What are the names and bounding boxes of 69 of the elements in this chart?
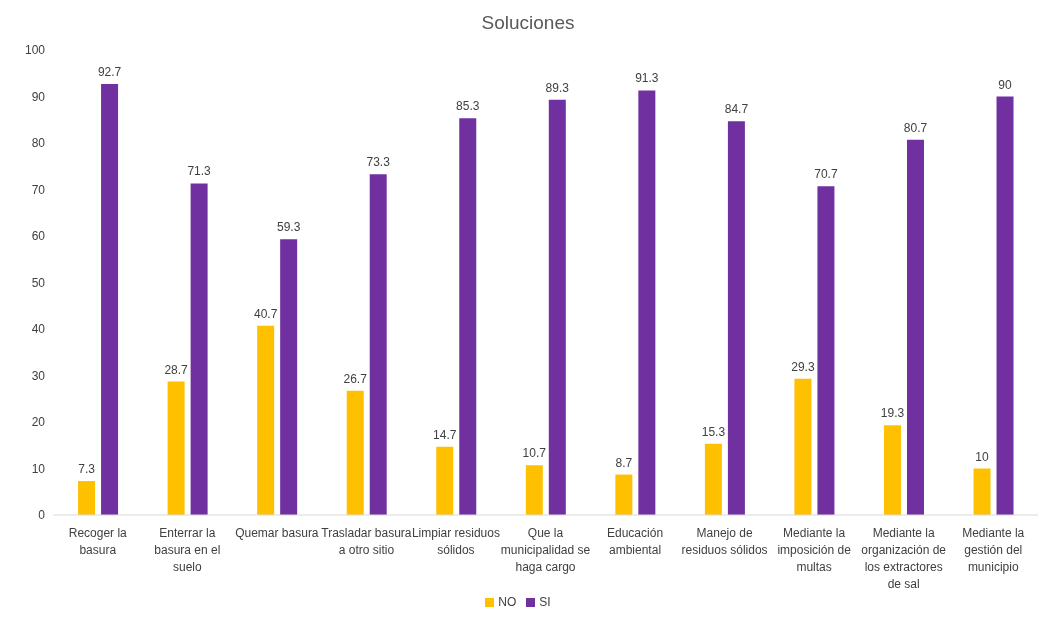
x-tick-label: Mediante la imposición de multas <box>777 526 852 574</box>
y-tick-label: 80 <box>31 136 46 151</box>
bar <box>996 96 1014 515</box>
bar <box>817 186 835 515</box>
y-tick-label: 40 <box>31 322 46 337</box>
x-tick-label: Que la municipalidad se haga cargo <box>500 526 591 574</box>
data-label: 15.3 <box>701 424 726 439</box>
data-label: 28.7 <box>164 362 189 377</box>
x-tick-label: Manejo de residuos sólidos <box>681 526 768 557</box>
data-label: 73.3 <box>366 155 391 170</box>
bar <box>190 183 208 515</box>
y-tick-label: 50 <box>31 275 46 290</box>
y-tick-label: 30 <box>31 368 46 383</box>
legend-label: SI <box>539 595 551 609</box>
y-tick-label: 70 <box>31 182 46 197</box>
data-label: 40.7 <box>253 306 278 321</box>
data-label: 29.3 <box>791 359 815 374</box>
x-tick-label: Educación ambiental <box>607 526 664 557</box>
data-label: 14.7 <box>433 427 457 442</box>
data-label: 26.7 <box>343 371 368 386</box>
data-label: 70.7 <box>814 167 838 182</box>
data-label: 85.3 <box>456 99 480 114</box>
data-label: 84.7 <box>724 102 749 117</box>
x-tick-label: Enterrar la basura en el suelo <box>154 526 221 574</box>
bar <box>704 443 722 515</box>
data-label: 19.3 <box>880 406 905 421</box>
bar <box>794 378 812 515</box>
bar <box>883 425 901 515</box>
bar <box>525 465 543 515</box>
y-tick-label: 20 <box>31 415 46 430</box>
bar <box>638 90 656 515</box>
y-tick-label: 90 <box>31 89 46 104</box>
bar <box>346 390 364 515</box>
legend-label: NO <box>498 595 517 609</box>
y-tick-label: 10 <box>31 461 46 476</box>
x-tick-label: Mediante la organización de los extractores de sal <box>861 526 947 591</box>
chart-title: Soluciones <box>480 11 576 35</box>
bar <box>973 468 991 515</box>
bar <box>615 474 633 515</box>
bar <box>369 174 387 515</box>
data-label: 80.7 <box>903 120 928 135</box>
data-label: 7.3 <box>78 462 96 477</box>
y-tick-label: 0 <box>38 508 46 523</box>
bar <box>257 325 275 515</box>
bar <box>906 139 924 515</box>
y-tick-label: 60 <box>31 229 46 244</box>
x-tick-label: Quemar basura <box>235 526 319 540</box>
bar <box>280 239 298 515</box>
data-label: 92.7 <box>97 64 122 79</box>
data-label: 8.7 <box>615 455 633 470</box>
data-label: 10 <box>975 449 990 464</box>
bar <box>459 118 477 515</box>
bar <box>548 99 566 515</box>
y-tick-label: 100 <box>24 43 46 58</box>
data-label: 89.3 <box>545 80 570 95</box>
bar <box>727 121 745 515</box>
data-label: 90 <box>998 77 1013 92</box>
x-tick-label: Trasladar basura a otro sitio <box>321 526 412 557</box>
bar <box>167 381 185 515</box>
x-tick-label: Recoger la basura <box>68 526 128 557</box>
data-label: 59.3 <box>276 220 301 235</box>
bar <box>101 83 119 515</box>
x-tick-label: Limpiar residuos sólidos <box>411 526 500 557</box>
x-tick-label: Mediante la gestión del municipio <box>962 526 1025 574</box>
data-label: 10.7 <box>522 446 547 461</box>
bar <box>436 446 454 515</box>
data-label: 91.3 <box>635 71 659 86</box>
bar <box>78 481 96 515</box>
data-label: 71.3 <box>187 164 212 179</box>
